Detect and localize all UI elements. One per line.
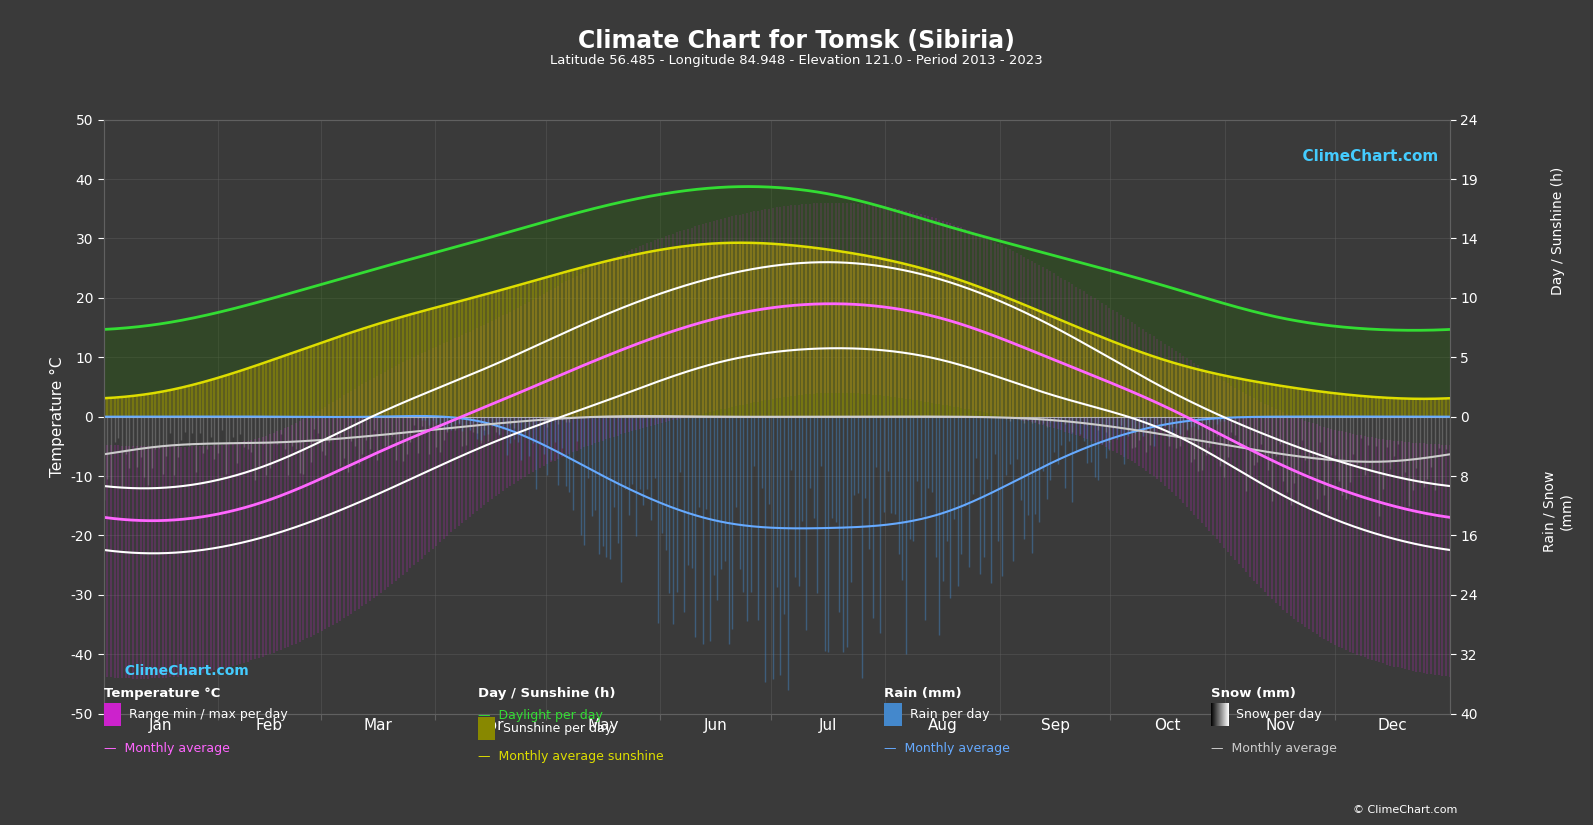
Text: —  Monthly average sunshine: — Monthly average sunshine	[478, 750, 664, 763]
Text: Temperature °C: Temperature °C	[104, 687, 220, 700]
Text: Latitude 56.485 - Longitude 84.948 - Elevation 121.0 - Period 2013 - 2023: Latitude 56.485 - Longitude 84.948 - Ele…	[550, 54, 1043, 67]
Text: —  Monthly average: — Monthly average	[884, 742, 1010, 755]
Text: Sunshine per day: Sunshine per day	[503, 722, 613, 735]
Text: ClimeChart.com: ClimeChart.com	[1292, 149, 1438, 164]
Text: Snow per day: Snow per day	[1236, 708, 1322, 721]
Y-axis label: Temperature °C: Temperature °C	[49, 356, 65, 477]
Text: Rain / Snow
(mm): Rain / Snow (mm)	[1544, 471, 1572, 552]
Text: Rain (mm): Rain (mm)	[884, 687, 962, 700]
Text: —  Monthly average: — Monthly average	[104, 742, 229, 755]
Text: —  Daylight per day: — Daylight per day	[478, 709, 602, 722]
Text: Climate Chart for Tomsk (Sibiria): Climate Chart for Tomsk (Sibiria)	[578, 29, 1015, 53]
Text: Day / Sunshine (h): Day / Sunshine (h)	[1552, 167, 1564, 295]
Text: Day / Sunshine (h): Day / Sunshine (h)	[478, 687, 615, 700]
Text: —  Monthly average: — Monthly average	[1211, 742, 1337, 755]
Text: © ClimeChart.com: © ClimeChart.com	[1352, 805, 1458, 815]
Text: Snow (mm): Snow (mm)	[1211, 687, 1295, 700]
Text: Range min / max per day: Range min / max per day	[129, 708, 288, 721]
Text: Rain per day: Rain per day	[910, 708, 989, 721]
Text: ClimeChart.com: ClimeChart.com	[115, 664, 249, 678]
